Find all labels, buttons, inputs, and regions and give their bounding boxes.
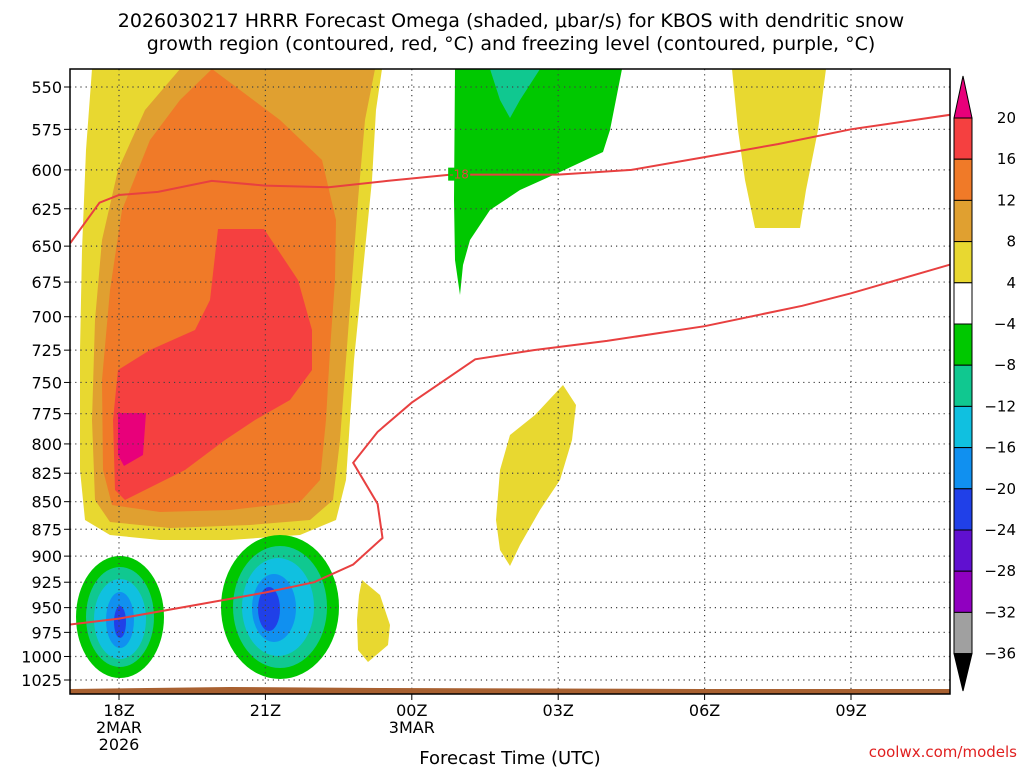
credit-text: coolwx.com/models	[869, 743, 1017, 761]
colorbar-band	[953, 117, 973, 160]
plot-frame	[69, 68, 951, 695]
colorbar-label: 16	[997, 150, 1016, 168]
colorbar-label: −16	[984, 439, 1016, 457]
title-line-2: growth region (contoured, red, °C) and f…	[147, 33, 876, 55]
y-tick-label: 750	[31, 373, 62, 392]
terrain-strip	[70, 687, 950, 694]
x-tick-label: 2026	[99, 735, 140, 754]
omega-shade-4-mid	[496, 385, 576, 566]
colorbar-label: −12	[984, 397, 1016, 415]
colorbar-label: −36	[984, 645, 1016, 663]
x-tick-label: 03Z	[543, 701, 574, 720]
y-tick-label: 875	[31, 520, 62, 539]
omega-shade-4-low	[357, 580, 390, 662]
contour-lines: -18	[70, 113, 950, 626]
y-tick-label: 925	[31, 573, 62, 592]
colorbar-band	[953, 158, 973, 201]
omega-shade-neg-18z-darkblue	[114, 606, 126, 638]
colorbar-band	[953, 611, 973, 655]
colorbar-label: −32	[984, 603, 1016, 621]
y-tick-label: 775	[31, 405, 62, 424]
y-tick-label: 575	[31, 120, 62, 139]
colorbar-band	[953, 323, 973, 366]
y-tick-label: 550	[31, 78, 62, 97]
y-tick-label: 1000	[21, 647, 62, 666]
x-tick-label: 3MAR	[389, 718, 435, 737]
omega-shade-20	[118, 413, 146, 466]
y-tick-label: 675	[31, 273, 62, 292]
y-tick-label: 825	[31, 464, 62, 483]
contour-label: -18	[449, 168, 469, 182]
y-tick-label: 975	[31, 623, 62, 642]
x-tick-label: 06Z	[689, 701, 720, 720]
colorbar-band	[953, 570, 973, 613]
colorbar-band	[953, 447, 973, 490]
omega-shade-16	[113, 229, 312, 500]
y-tick-label: 700	[31, 308, 62, 327]
colorbar-band	[953, 241, 973, 284]
colorbar-band	[953, 405, 973, 449]
contour-line	[70, 263, 950, 626]
colorbar-label: 20	[997, 109, 1016, 127]
y-tick-label: 1025	[21, 671, 62, 690]
omega-shade-neg-upper	[454, 69, 622, 295]
y-tick-label: 650	[31, 237, 62, 256]
x-tick-label: 00Z	[396, 701, 427, 720]
omega-shade-neg-upper-teal	[490, 69, 540, 118]
y-tick-label: 800	[31, 435, 62, 454]
y-tick-label: 900	[31, 547, 62, 566]
colorbar-label: 8	[1006, 233, 1016, 251]
y-tick-label: 850	[31, 493, 62, 512]
colorbar-label: −8	[994, 356, 1016, 374]
colorbar-bottom-arrow	[953, 653, 973, 692]
colorbar-label: −4	[994, 315, 1016, 333]
omega-shade-neg-21z-darkblue	[258, 587, 280, 631]
y-tick-label: 625	[31, 200, 62, 219]
y-tick-label: 950	[31, 599, 62, 618]
colorbar: 20 16 12 8 4 −4 −8 −12 −16 −20 −24 −28 −32 −36	[953, 75, 1016, 692]
plot-area: -18	[70, 69, 950, 694]
y-tick-label: 600	[31, 161, 62, 180]
colorbar-band	[953, 282, 973, 325]
colorbar-label: 4	[1006, 274, 1016, 292]
colorbar-band	[953, 488, 973, 531]
colorbar-band	[953, 529, 973, 572]
y-tick-label: 725	[31, 341, 62, 360]
colorbar-label: −24	[984, 521, 1016, 539]
x-tick-label: 21Z	[250, 701, 281, 720]
colorbar-label: 12	[997, 191, 1016, 209]
gridlines	[70, 69, 950, 694]
x-tick-label: 09Z	[835, 701, 866, 720]
omega-shade-4-upper-right	[732, 69, 826, 228]
x-axis-label: Forecast Time (UTC)	[419, 748, 600, 768]
contour-line	[70, 113, 950, 244]
colorbar-band	[953, 199, 973, 243]
colorbar-band	[953, 364, 973, 407]
colorbar-label: −20	[984, 480, 1016, 498]
x-tick-label: 18Z	[103, 701, 134, 720]
x-tick-label: 2MAR	[96, 718, 142, 737]
title-line-1: 2026030217 HRRR Forecast Omega (shaded, …	[118, 10, 904, 32]
colorbar-top-arrow	[953, 75, 973, 119]
colorbar-label: −28	[984, 562, 1016, 580]
y-axis: 550 575 600 625 650 675 700 725 750 775 800 825 850 8…	[21, 78, 70, 690]
contour-label-bg	[448, 167, 471, 181]
